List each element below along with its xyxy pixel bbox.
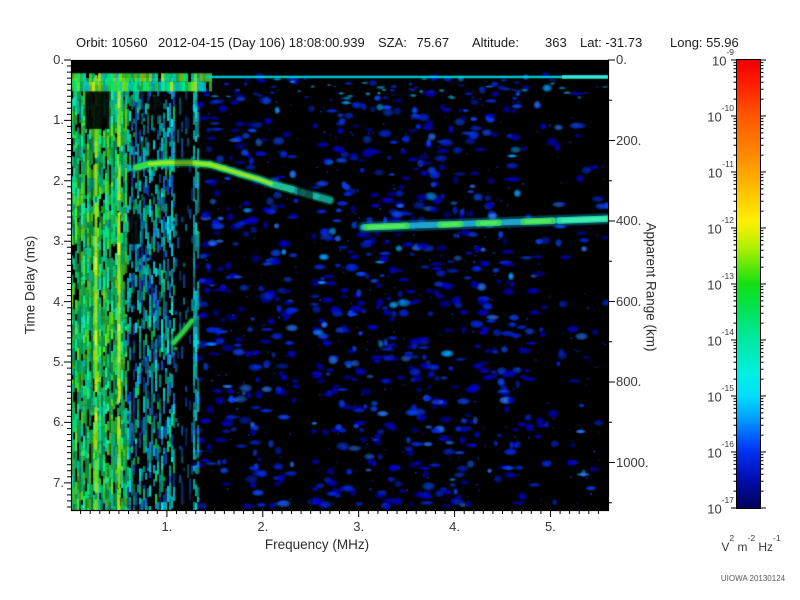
y-tick-label: 4.: [53, 293, 64, 309]
orbit-label: Orbit:: [76, 35, 108, 50]
sza-label: SZA:: [378, 35, 407, 50]
x-tick-label: 4.: [449, 519, 460, 534]
colorbar-tick-label: 10-9: [711, 47, 734, 69]
altitude-label: Altitude:: [472, 35, 519, 50]
y-tick-label: 5.: [53, 354, 64, 369]
sza-field: SZA: 75.67: [378, 35, 449, 50]
y2-tick-label: 200.: [616, 132, 642, 148]
sza-value: 75.67: [416, 35, 450, 50]
y-tick-label: 2.: [53, 172, 64, 188]
x-tick-label: 1.: [161, 519, 173, 534]
altitude-field: Altitude: 363: [472, 35, 567, 50]
y-tick-label: 7.: [53, 474, 64, 490]
credit-text: UIOWA 20130124: [720, 574, 786, 583]
colorbar-unit-label: V2 m-2 Hz-1: [721, 533, 781, 554]
y2-tick-label: 400.: [616, 213, 642, 228]
long-label: Long:: [670, 35, 703, 50]
y2-tick-label: 600.: [616, 293, 642, 309]
x-tick-label: 3.: [353, 519, 365, 534]
colorbar-tick-label: 10-15: [707, 383, 734, 405]
lat-label: Lat:: [580, 35, 602, 50]
ionogram-heatmap: [71, 60, 608, 510]
y-axis-title: Time Delay (ms): [22, 235, 38, 335]
colorbar-tick-label: 10-10: [707, 103, 734, 125]
lat-value: -31.73: [605, 35, 643, 50]
x-axis-title: Frequency (MHz): [264, 537, 370, 552]
y2-tick-label: 1000.: [616, 454, 649, 470]
y-tick-label: 6.: [53, 414, 64, 430]
long-value: 55.96: [706, 35, 739, 50]
colorbar-tick-label: 10-13: [707, 271, 734, 293]
colorbar-tick-label: 10-14: [707, 327, 734, 349]
x-tick-label: 2.: [257, 519, 269, 534]
colorbar: [737, 60, 760, 508]
y2-tick-label: 800.: [616, 374, 642, 389]
y-tick-label: 3.: [53, 233, 64, 249]
datetime-field: 2012-04-15 (Day 106) 18:08:00.939: [158, 35, 365, 50]
y2-tick-label: 0.: [616, 52, 627, 67]
colorbar-tick-label: 10-17: [707, 495, 734, 517]
colorbar-tick-label: 10-12: [707, 215, 734, 237]
orbit-value: 10560: [111, 35, 148, 50]
lat-field: Lat: -31.73: [580, 35, 642, 50]
orbit-field: Orbit: 10560: [76, 35, 148, 50]
y-tick-label: 0.: [53, 52, 64, 67]
x-tick-label: 5.: [545, 519, 556, 534]
datetime-value: 2012-04-15 (Day 106) 18:08:00.939: [158, 35, 365, 50]
colorbar-tick-label: 10-11: [707, 159, 734, 181]
colorbar-tick-label: 10-16: [707, 439, 734, 461]
altitude-value: 363: [544, 35, 567, 50]
y2-axis-title: Apparent Range (km): [643, 222, 659, 352]
y-tick-label: 1.: [53, 112, 64, 128]
long-field: Long: 55.96: [670, 35, 739, 50]
